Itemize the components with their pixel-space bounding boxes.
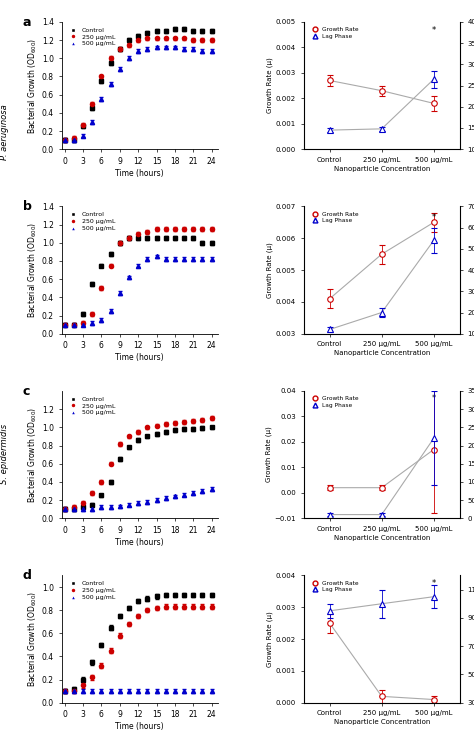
Y-axis label: Bacterial Growth (OD$_{600}$): Bacterial Growth (OD$_{600}$) bbox=[27, 591, 39, 687]
Text: *: * bbox=[432, 213, 436, 222]
X-axis label: Time (hours): Time (hours) bbox=[115, 537, 164, 547]
X-axis label: Time (hours): Time (hours) bbox=[115, 168, 164, 178]
Text: *: * bbox=[432, 394, 436, 403]
Legend: Control, 250 μg/mL, 500 μg/mL: Control, 250 μg/mL, 500 μg/mL bbox=[65, 25, 118, 49]
X-axis label: Time (hours): Time (hours) bbox=[115, 353, 164, 362]
Y-axis label: Growth Rate (μ): Growth Rate (μ) bbox=[266, 58, 273, 113]
X-axis label: Time (hours): Time (hours) bbox=[115, 722, 164, 731]
Text: *: * bbox=[432, 26, 436, 35]
Legend: Growth Rate, Lag Phase: Growth Rate, Lag Phase bbox=[307, 25, 361, 41]
Legend: Control, 250 μg/mL, 500 μg/mL: Control, 250 μg/mL, 500 μg/mL bbox=[65, 394, 118, 418]
Y-axis label: Growth Rate (μ): Growth Rate (μ) bbox=[265, 427, 272, 482]
Text: S. epidermidis: S. epidermidis bbox=[0, 424, 9, 484]
Legend: Growth Rate, Lag Phase: Growth Rate, Lag Phase bbox=[307, 394, 361, 410]
Y-axis label: Bacterial Growth (OD$_{600}$): Bacterial Growth (OD$_{600}$) bbox=[27, 222, 39, 318]
Text: a: a bbox=[23, 15, 31, 29]
Y-axis label: Bacterial Growth (OD$_{600}$): Bacterial Growth (OD$_{600}$) bbox=[27, 37, 39, 134]
X-axis label: Nanoparticle Concentration: Nanoparticle Concentration bbox=[334, 350, 430, 356]
Y-axis label: Growth Rate (μ): Growth Rate (μ) bbox=[266, 242, 273, 298]
Legend: Control, 250 μg/mL, 500 μg/mL: Control, 250 μg/mL, 500 μg/mL bbox=[65, 209, 118, 234]
Text: d: d bbox=[23, 569, 31, 582]
X-axis label: Nanoparticle Concentration: Nanoparticle Concentration bbox=[334, 165, 430, 171]
Text: b: b bbox=[23, 200, 31, 213]
Text: *: * bbox=[432, 579, 436, 589]
X-axis label: Nanoparticle Concentration: Nanoparticle Concentration bbox=[334, 534, 430, 541]
Legend: Growth Rate, Lag Phase: Growth Rate, Lag Phase bbox=[307, 209, 361, 225]
Y-axis label: Growth Rate (μ): Growth Rate (μ) bbox=[266, 611, 273, 667]
Text: P. aeruginosa: P. aeruginosa bbox=[0, 104, 9, 160]
Text: c: c bbox=[23, 384, 30, 397]
Y-axis label: Bacterial Growth (OD$_{600}$): Bacterial Growth (OD$_{600}$) bbox=[27, 406, 39, 503]
X-axis label: Nanoparticle Concentration: Nanoparticle Concentration bbox=[334, 719, 430, 725]
Legend: Growth Rate, Lag Phase: Growth Rate, Lag Phase bbox=[307, 578, 361, 594]
Legend: Control, 250 μg/mL, 500 μg/mL: Control, 250 μg/mL, 500 μg/mL bbox=[65, 578, 118, 602]
